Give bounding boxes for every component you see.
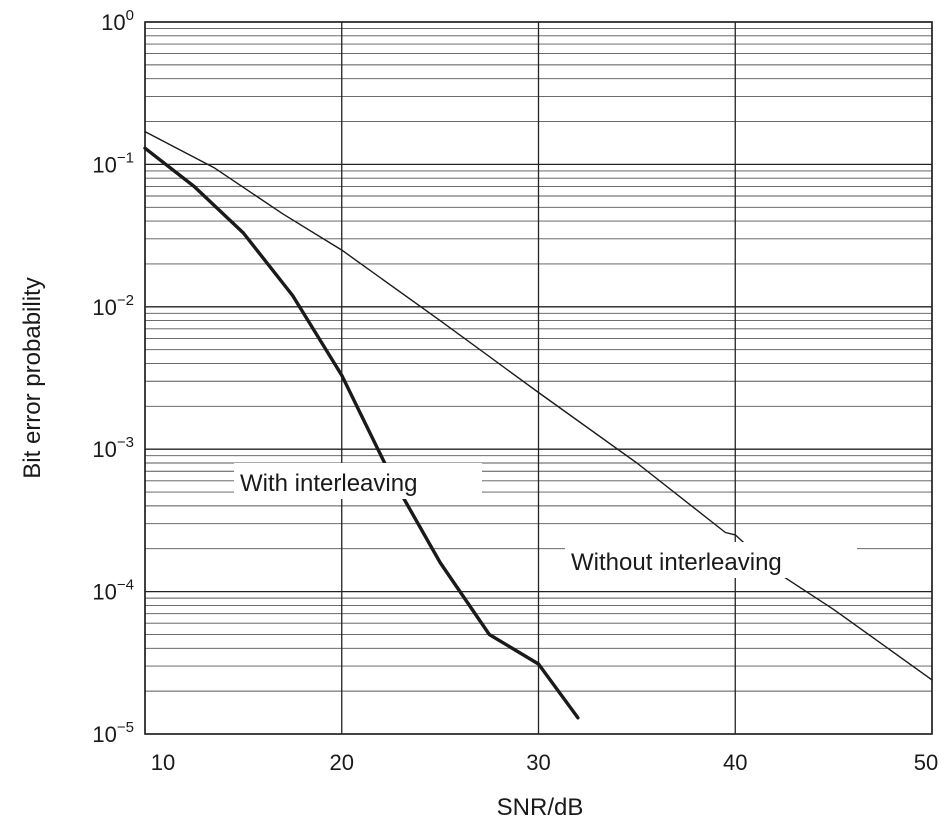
x-tick-label: 10 bbox=[151, 750, 175, 775]
x-tick-label: 40 bbox=[723, 750, 747, 775]
x-tick-label: 50 bbox=[914, 750, 938, 775]
y-tick-label: 10−5 bbox=[92, 719, 134, 747]
annotation-without-interleaving-text: Without interleaving bbox=[571, 549, 782, 576]
y-tick-label: 10−4 bbox=[92, 577, 134, 605]
y-tick-label: 10−3 bbox=[92, 434, 134, 462]
annotation-with-interleaving-text: With interleaving bbox=[240, 470, 417, 497]
x-tick-label: 30 bbox=[526, 750, 550, 775]
y-tick-labels: 100 10−1 10−2 10−3 10−4 10−5 bbox=[92, 7, 134, 747]
x-axis-label: SNR/dB bbox=[497, 794, 584, 821]
plot-frame bbox=[144, 21, 933, 735]
annotation-with-interleaving: With interleaving bbox=[234, 463, 482, 499]
series-line-with-interleaving bbox=[143, 146, 580, 720]
y-tick-label: 10−2 bbox=[92, 292, 134, 320]
annotation-without-interleaving: Without interleaving bbox=[565, 542, 857, 578]
x-tick-labels: 10 20 30 40 50 bbox=[151, 750, 938, 775]
y-tick-label: 100 bbox=[101, 7, 134, 35]
y-tick-label: 10−1 bbox=[92, 149, 134, 177]
y-axis-label: Bit error probability bbox=[19, 277, 46, 478]
x-tick-label: 20 bbox=[330, 750, 354, 775]
